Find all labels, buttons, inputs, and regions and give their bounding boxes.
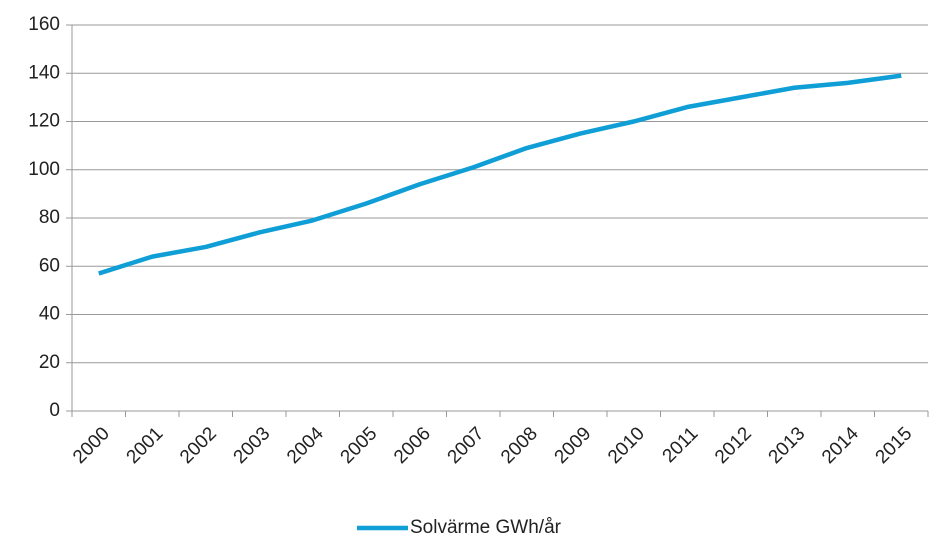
x-tick-label: 2012 bbox=[711, 423, 756, 468]
x-tick-label: 2009 bbox=[551, 423, 596, 468]
x-tick-label: 2008 bbox=[497, 423, 542, 468]
x-tick-label: 2015 bbox=[872, 423, 917, 468]
y-tick-label: 40 bbox=[39, 304, 60, 325]
x-tick-label: 2002 bbox=[176, 423, 221, 468]
y-tick-label: 20 bbox=[39, 352, 60, 373]
x-tick-label: 2010 bbox=[604, 423, 649, 468]
y-tick-label: 0 bbox=[49, 400, 60, 421]
x-tick-label: 2005 bbox=[337, 423, 382, 468]
y-tick-label: 100 bbox=[28, 159, 60, 180]
y-tick-label: 160 bbox=[28, 14, 60, 35]
y-tick-label: 120 bbox=[28, 111, 60, 132]
x-tick-label: 2011 bbox=[659, 423, 703, 467]
legend-label: Solvärme GWh/år bbox=[410, 517, 562, 538]
y-tick-label: 80 bbox=[39, 207, 60, 228]
x-tick-label: 2007 bbox=[444, 423, 489, 468]
x-tick-label: 2001 bbox=[123, 423, 168, 468]
x-tick-label: 2003 bbox=[230, 423, 275, 468]
line-series bbox=[98, 73, 902, 276]
x-tick-label: 2004 bbox=[283, 423, 328, 468]
x-tick-label: 2014 bbox=[818, 423, 863, 468]
x-tick-label: 2000 bbox=[69, 423, 114, 468]
y-tick-label: 60 bbox=[39, 255, 60, 276]
y-tick-label: 140 bbox=[28, 62, 60, 83]
x-tick-label: 2006 bbox=[390, 423, 435, 468]
x-tick-label: 2013 bbox=[765, 423, 810, 468]
